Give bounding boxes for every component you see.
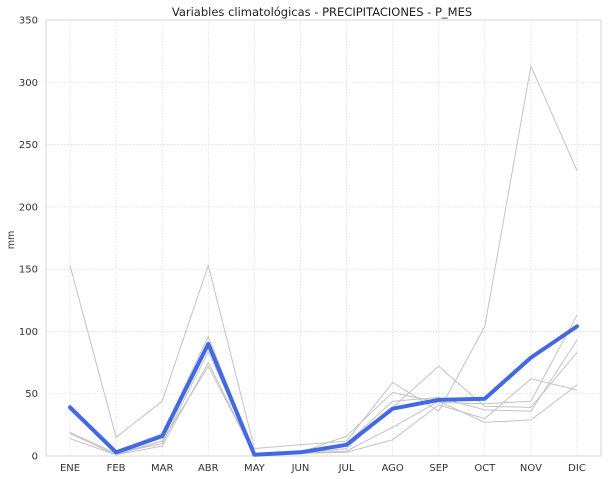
y-tick-label: 50	[25, 389, 38, 400]
x-tick-label: DIC	[568, 463, 586, 474]
y-tick-label: 300	[19, 78, 38, 89]
y-axis-label: mm	[6, 231, 17, 250]
x-tick-label: AGO	[381, 463, 403, 474]
x-tick-label: ENE	[60, 463, 80, 474]
x-tick-label: ABR	[198, 463, 219, 474]
series-lines	[68, 65, 579, 457]
y-tick-label: 200	[19, 202, 38, 213]
x-tick-label: MAY	[244, 463, 266, 474]
series-line-2	[69, 339, 578, 456]
chart-title: Variables climatológicas - PRECIPITACION…	[172, 5, 472, 19]
y-tick-label: 100	[19, 327, 38, 338]
plot-frame	[45, 19, 602, 457]
y-tick-label: 150	[19, 265, 38, 276]
highlight-series-line	[68, 324, 579, 457]
x-tick-label: OCT	[474, 463, 496, 474]
y-tick-label: 0	[32, 452, 38, 463]
x-tick-label: SEP	[429, 463, 448, 474]
series-line-1	[69, 314, 578, 454]
x-tick-labels: ENE FEB MAR ABR MAY JUN JUL AGO SEP OCT NOV DIC	[60, 463, 586, 474]
series-line-0	[69, 65, 578, 449]
y-tick-labels: 0 50 100 150 200 250 300 350	[19, 16, 38, 463]
series-line-5	[69, 350, 578, 456]
y-tick-label: 250	[19, 140, 38, 151]
y-tick-label: 350	[19, 16, 38, 27]
x-tick-label: FEB	[107, 463, 126, 474]
x-tick-label: NOV	[520, 463, 542, 474]
series-line-4	[69, 365, 578, 456]
x-tick-label: JUL	[338, 463, 355, 474]
series-line-3	[69, 352, 578, 456]
x-tick-label: MAR	[151, 463, 173, 474]
x-tick-label: JUN	[291, 463, 310, 474]
